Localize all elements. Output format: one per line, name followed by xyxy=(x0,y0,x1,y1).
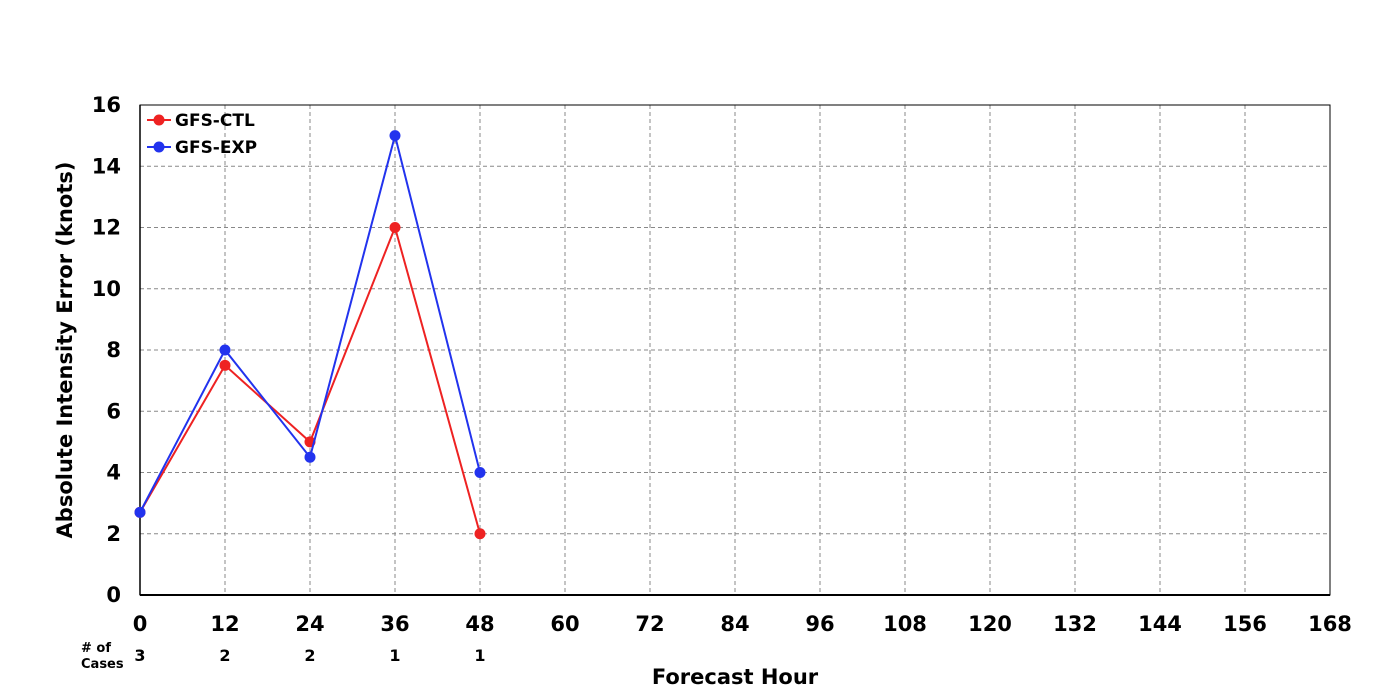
x-tick-label: 84 xyxy=(720,612,749,636)
x-tick-label: 132 xyxy=(1053,612,1097,636)
y-tick-label: 4 xyxy=(106,461,121,485)
x-tick-label: 108 xyxy=(883,612,927,636)
y-tick-label: 6 xyxy=(106,399,121,423)
x-tick-label: 36 xyxy=(380,612,409,636)
legend-marker xyxy=(153,141,165,153)
x-tick-label: 156 xyxy=(1223,612,1267,636)
x-tick-label: 168 xyxy=(1308,612,1352,636)
x-axis-label: Forecast Hour xyxy=(652,665,819,689)
x-tick-label: 24 xyxy=(295,612,324,636)
case-count: 1 xyxy=(389,646,400,665)
y-axis-label: Absolute Intensity Error (knots) xyxy=(53,162,77,539)
case-count: 1 xyxy=(474,646,485,665)
data-point xyxy=(134,506,146,518)
series-layer xyxy=(134,130,486,540)
grid-lines xyxy=(140,105,1330,595)
y-tick-label: 12 xyxy=(92,216,121,240)
data-point xyxy=(474,528,486,540)
case-count: 2 xyxy=(304,646,315,665)
x-tick-label: 120 xyxy=(968,612,1012,636)
x-tick-label: 72 xyxy=(635,612,664,636)
data-point xyxy=(219,359,231,371)
y-tick-label: 10 xyxy=(92,277,121,301)
case-count: 3 xyxy=(134,646,145,665)
cases-label: Cases xyxy=(81,657,124,672)
tick-labels: 0 12 24 36 48 60 72 84 96 108 120 132 144 156 16802468… xyxy=(92,93,1352,636)
data-point xyxy=(304,451,316,463)
y-tick-label: 14 xyxy=(92,154,121,178)
data-point xyxy=(389,130,401,142)
data-point xyxy=(389,222,401,233)
x-tick-label: 0 xyxy=(133,612,148,636)
y-tick-label: 2 xyxy=(106,522,121,546)
case-count: 2 xyxy=(219,646,230,665)
data-point xyxy=(219,344,231,356)
legend-label: GFS-EXP xyxy=(175,138,257,158)
x-tick-label: 96 xyxy=(805,612,834,636)
legend-label: GFS-CTL xyxy=(175,111,255,131)
data-point xyxy=(474,467,486,478)
y-tick-label: 8 xyxy=(106,338,121,362)
y-tick-label: 16 xyxy=(92,93,121,117)
x-tick-label: 60 xyxy=(550,612,579,636)
legend-marker xyxy=(153,114,165,126)
x-tick-label: 12 xyxy=(210,612,239,636)
legend: GFS-CTL GFS-EXP xyxy=(147,111,257,158)
y-tick-label: 0 xyxy=(106,583,121,607)
x-tick-label: 48 xyxy=(465,612,494,636)
x-tick-label: 144 xyxy=(1138,612,1182,636)
cases-label: # of xyxy=(81,641,111,656)
